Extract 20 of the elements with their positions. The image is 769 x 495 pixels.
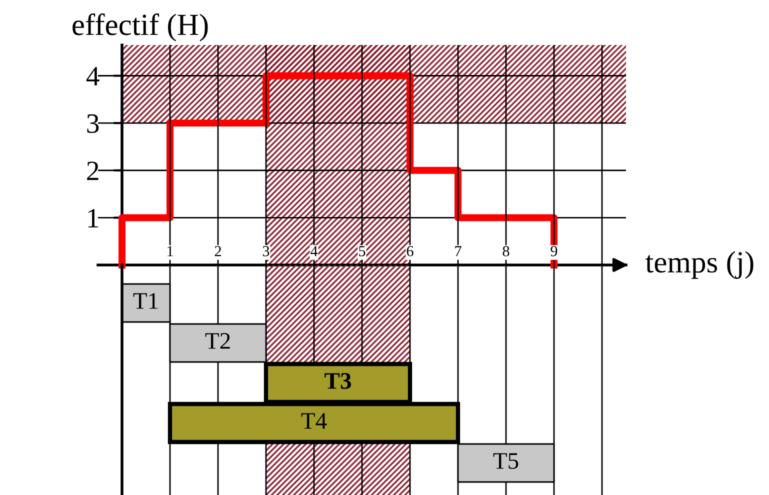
- y-tick-label: 2: [87, 162, 98, 180]
- x-tick-label: 7: [455, 246, 462, 256]
- data-label: T3: [324, 373, 351, 389]
- x-axis-title: temps (j): [645, 251, 754, 279]
- data-label: T4: [301, 413, 327, 429]
- x-tick-label: 2: [214, 246, 221, 256]
- x-tick-label: 5: [359, 246, 366, 256]
- x-tick-label: 9: [550, 246, 558, 256]
- x-tick-label: 1: [168, 246, 173, 256]
- data-label: T1: [133, 293, 158, 309]
- y-tick-label: 3: [87, 114, 99, 133]
- y-tick-label: 1: [88, 208, 98, 228]
- y-axis-title: effectif (H): [72, 13, 208, 42]
- data-label: T2: [205, 333, 230, 349]
- x-tick-label: 3: [262, 246, 270, 256]
- x-tick-label: 6: [406, 246, 414, 256]
- y-tick-label: 4: [86, 67, 100, 86]
- x-tick-label: 4: [310, 246, 318, 256]
- data-label: T5: [493, 453, 518, 469]
- x-tick-label: 8: [502, 246, 510, 256]
